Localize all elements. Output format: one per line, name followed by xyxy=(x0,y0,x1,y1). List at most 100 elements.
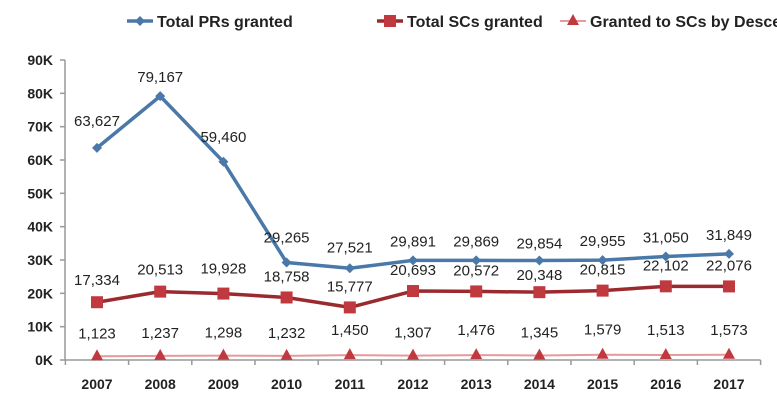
data-point xyxy=(154,348,167,360)
data-label: 29,265 xyxy=(264,229,310,246)
data-point xyxy=(407,285,419,298)
data-label: 17,334 xyxy=(74,272,120,289)
data-label: 1,345 xyxy=(521,325,559,342)
data-label: 1,476 xyxy=(457,322,495,339)
data-point xyxy=(281,257,292,268)
x-tick-label: 2015 xyxy=(587,376,618,392)
data-point xyxy=(217,348,230,360)
y-tick-label: 90K xyxy=(27,52,53,68)
data-label: 63,627 xyxy=(74,113,120,130)
data-point xyxy=(533,348,546,360)
data-point xyxy=(280,291,293,304)
data-label: 1,123 xyxy=(78,325,116,342)
legend-marker xyxy=(384,15,396,27)
data-point xyxy=(470,348,483,360)
x-tick-label: 2012 xyxy=(397,376,428,392)
y-tick-label: 10K xyxy=(27,319,53,335)
data-label: 20,815 xyxy=(580,262,626,279)
data-point xyxy=(217,287,230,300)
data-point xyxy=(155,91,166,102)
data-label: 20,693 xyxy=(390,262,436,279)
data-label: 22,076 xyxy=(706,257,752,274)
data-label: 27,521 xyxy=(327,239,373,256)
data-point xyxy=(660,251,671,262)
data-point xyxy=(723,347,735,359)
legend-item-0: Total PRs granted xyxy=(127,14,293,31)
data-label: 1,298 xyxy=(205,325,243,342)
data-label: 1,513 xyxy=(647,322,685,339)
data-point xyxy=(471,255,482,266)
data-label: 15,777 xyxy=(327,278,373,295)
data-label: 29,854 xyxy=(516,235,562,252)
legend-marker xyxy=(135,16,145,26)
data-point xyxy=(343,348,356,360)
data-point xyxy=(596,347,609,359)
data-point xyxy=(534,255,545,266)
data-point xyxy=(724,248,734,259)
data-label: 19,928 xyxy=(200,261,246,278)
y-tick-label: 60K xyxy=(27,152,53,168)
data-label: 20,513 xyxy=(137,262,183,279)
series-group xyxy=(91,91,735,361)
data-label: 79,167 xyxy=(137,69,183,86)
legend-item-1: Total SCs granted xyxy=(377,14,543,31)
data-label: 22,102 xyxy=(643,257,689,274)
data-point xyxy=(92,142,102,153)
data-label: 59,460 xyxy=(200,129,246,146)
data-label: 20,348 xyxy=(516,267,562,284)
series-0 xyxy=(92,91,734,274)
x-tick-label: 2013 xyxy=(461,376,492,392)
x-tick-label: 2007 xyxy=(81,376,112,392)
legend-label: Total SCs granted xyxy=(407,14,543,31)
data-point xyxy=(408,255,418,266)
x-tick-label: 2009 xyxy=(208,376,239,392)
data-point xyxy=(280,348,293,360)
data-label: 1,232 xyxy=(268,325,306,342)
axes: 0K 10K 20K 30K 40K 50K 60K 70K 80K 90K 2007 2008 200… xyxy=(27,52,762,392)
data-point xyxy=(659,280,672,293)
data-label: 1,450 xyxy=(331,322,369,339)
x-tick-label: 2008 xyxy=(145,376,176,392)
data-point xyxy=(91,349,103,361)
y-tick-label: 30K xyxy=(27,252,53,268)
data-point xyxy=(154,285,167,298)
data-point xyxy=(659,347,672,359)
legend: Total PRs granted Total SCs granted Grante… xyxy=(127,14,777,31)
data-point xyxy=(91,296,103,309)
data-point xyxy=(597,255,608,266)
series-2 xyxy=(91,347,735,361)
data-labels: 63,627 79,167 59,460 29,265 27,521 29,891 29,8… xyxy=(74,69,752,342)
data-point xyxy=(470,285,483,298)
data-point xyxy=(218,156,229,167)
data-point xyxy=(407,348,419,360)
x-tick-label: 2010 xyxy=(271,376,302,392)
data-label: 1,579 xyxy=(584,322,622,339)
legend-label: Total PRs granted xyxy=(157,14,293,31)
data-label: 29,869 xyxy=(453,233,499,250)
data-label: 1,237 xyxy=(141,325,179,342)
data-label: 29,891 xyxy=(390,233,436,250)
legend-item-2: Granted to SCs by Descent* xyxy=(560,14,777,31)
x-tick-label: 2011 xyxy=(335,376,366,392)
data-point xyxy=(343,301,356,314)
data-label: 20,572 xyxy=(453,262,499,279)
data-label: 1,307 xyxy=(394,325,432,342)
y-tick-label: 20K xyxy=(27,285,53,301)
data-label: 31,050 xyxy=(643,230,689,247)
data-label: 29,955 xyxy=(580,233,626,250)
data-point xyxy=(596,284,609,297)
data-label: 31,849 xyxy=(706,227,752,244)
data-label: 1,573 xyxy=(710,322,748,339)
x-tick-label: 2014 xyxy=(524,376,555,392)
data-point xyxy=(533,286,546,299)
y-tick-label: 40K xyxy=(27,219,53,235)
y-tick-label: 80K xyxy=(27,85,53,101)
data-label: 18,758 xyxy=(264,268,310,285)
legend-label: Granted to SCs by Descent* xyxy=(590,14,777,31)
y-tick-label: 70K xyxy=(27,119,53,135)
y-tick-label: 50K xyxy=(27,185,53,201)
x-tick-label: 2017 xyxy=(713,376,744,392)
series-1 xyxy=(91,280,735,314)
data-point xyxy=(344,263,355,274)
